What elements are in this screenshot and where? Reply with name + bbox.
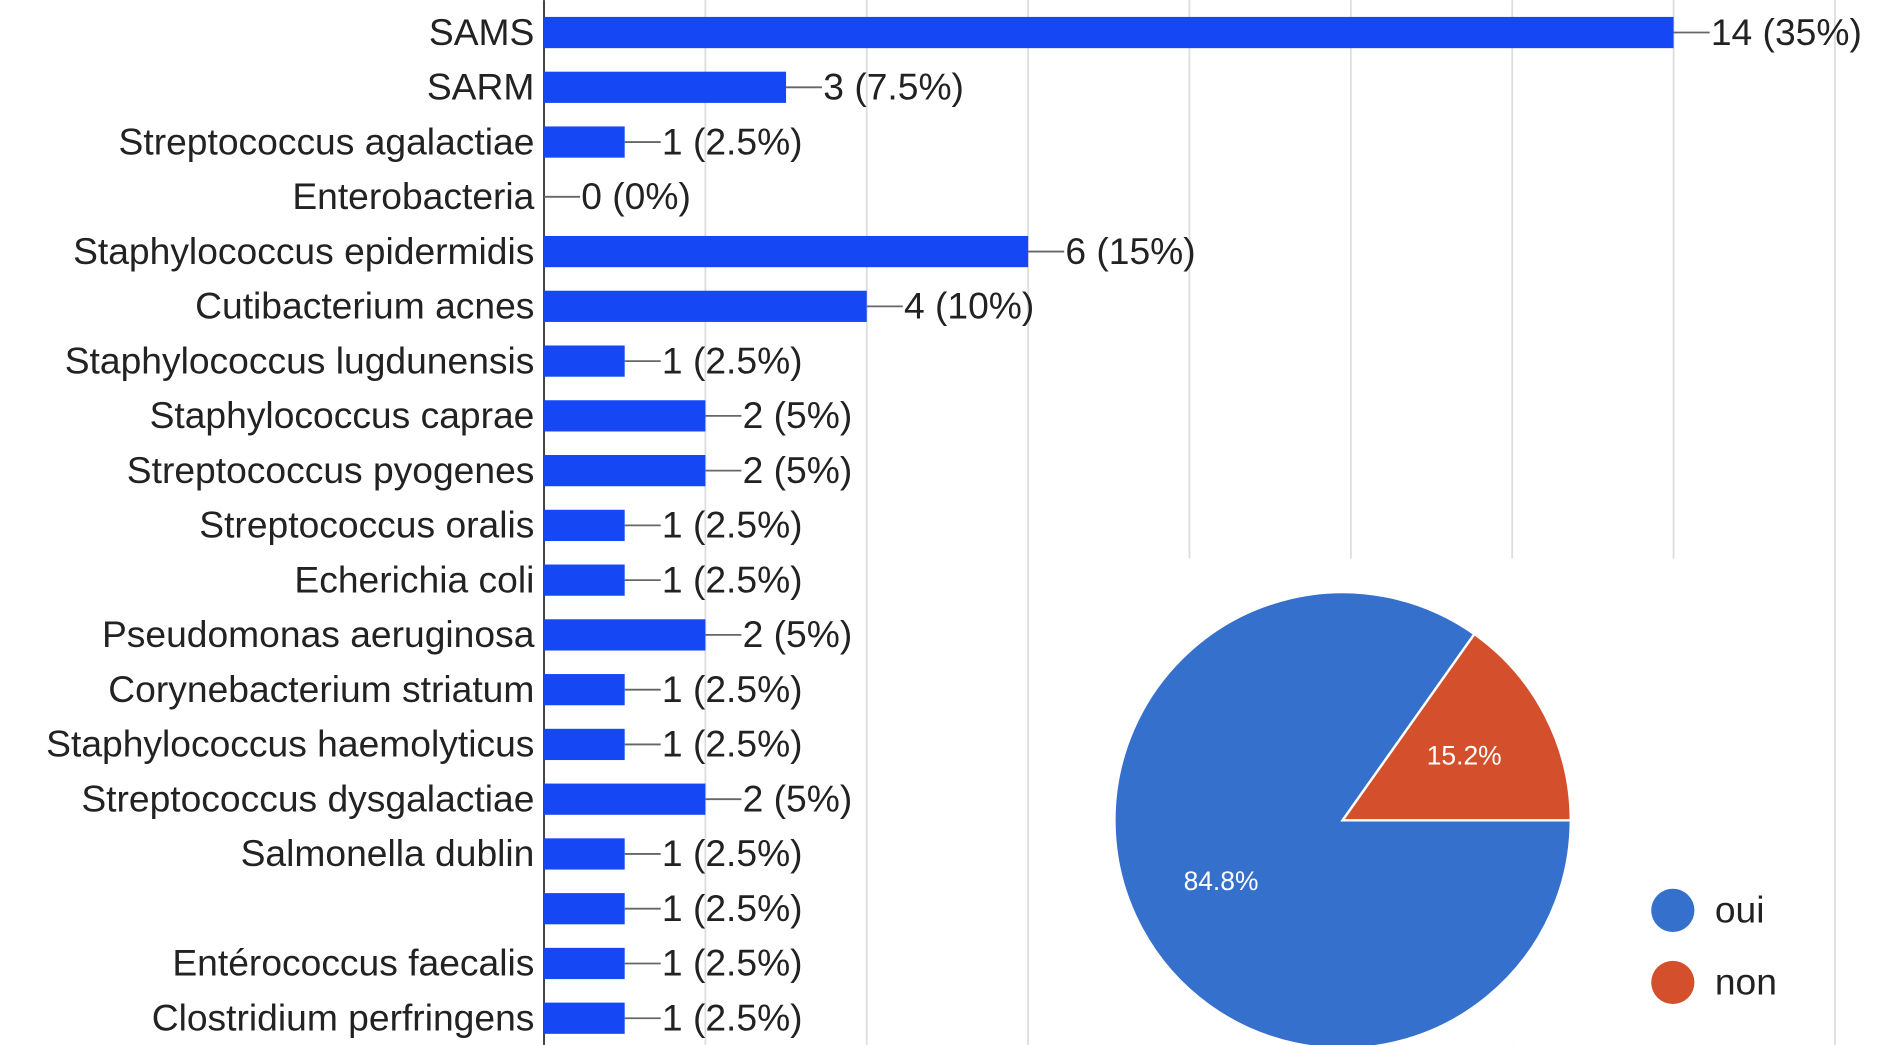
y-tick-label: SARM — [427, 66, 535, 108]
y-tick-label: Corynebacterium striatum — [108, 668, 534, 710]
data-label: 1 (2.5%) — [662, 942, 803, 984]
y-tick-label: Enterobacteria — [292, 175, 534, 217]
data-label: 2 (5%) — [743, 613, 853, 655]
data-label: 2 (5%) — [743, 777, 853, 819]
data-label: 1 (2.5%) — [662, 339, 803, 381]
data-label: 6 (15%) — [1065, 230, 1195, 272]
bar — [544, 783, 706, 815]
data-label: 0 (0%) — [581, 175, 691, 217]
data-label: 4 (10%) — [904, 285, 1034, 327]
y-tick-label: Staphylococcus haemolyticus — [46, 723, 534, 765]
slice-label: 84.8% — [1184, 866, 1259, 896]
data-label: 1 (2.5%) — [662, 832, 803, 874]
bar — [544, 71, 787, 103]
y-tick-label: Streptococcus dysgalactiae — [81, 777, 534, 819]
bar — [544, 16, 1674, 49]
bar — [544, 728, 625, 761]
bar — [544, 947, 625, 980]
bar — [544, 290, 867, 322]
y-tick-label: Streptococcus agalactiae — [119, 120, 535, 162]
y-tick-label: Staphylococcus caprae — [150, 394, 535, 436]
data-label: 1 (2.5%) — [662, 504, 803, 546]
y-tick-label: Pseudomonas aeruginosa — [102, 613, 535, 655]
data-label: 3 (7.5%) — [823, 66, 964, 108]
legend-swatch — [1651, 960, 1695, 1005]
bar — [544, 1002, 625, 1034]
data-label: 1 (2.5%) — [662, 120, 803, 162]
bar — [544, 509, 625, 541]
y-tick-label: Staphylococcus lugdunensis — [65, 339, 535, 381]
y-tick-label: Echerichia coli — [294, 558, 534, 600]
bar — [544, 235, 1029, 268]
legend-label: oui — [1715, 889, 1765, 931]
data-label: 1 (2.5%) — [662, 996, 803, 1038]
data-label: 1 (2.5%) — [662, 723, 803, 765]
data-label: 1 (2.5%) — [662, 887, 803, 929]
bar — [544, 893, 625, 925]
y-tick-label: Clostridium perfringens — [152, 996, 535, 1038]
bar — [544, 838, 625, 870]
bar — [544, 455, 706, 487]
bar — [544, 674, 625, 706]
data-label: 1 (2.5%) — [662, 668, 803, 710]
bar — [544, 345, 625, 377]
data-label: 2 (5%) — [743, 449, 853, 491]
y-tick-label: Streptococcus oralis — [199, 504, 534, 546]
y-tick-label: Cutibacterium acnes — [195, 285, 534, 327]
bar — [544, 126, 625, 158]
bar — [544, 564, 625, 596]
data-label: 2 (5%) — [743, 394, 853, 436]
y-tick-label: SAMS — [429, 11, 534, 53]
bar — [544, 400, 706, 432]
y-tick-label: Salmonella dublin — [241, 832, 535, 874]
legend-swatch — [1651, 888, 1695, 933]
y-tick-label: Staphylococcus epidermidis — [73, 230, 534, 272]
y-tick-label: Entérococcus faecalis — [172, 942, 534, 984]
legend-label: non — [1715, 961, 1777, 1003]
bar — [544, 619, 706, 651]
y-tick-label: Streptococcus pyogenes — [127, 449, 535, 491]
pie-slice — [1340, 632, 1572, 822]
data-label: 1 (2.5%) — [662, 558, 803, 600]
slice-label: 15.2% — [1427, 740, 1502, 770]
data-label: 14 (35%) — [1711, 11, 1862, 53]
